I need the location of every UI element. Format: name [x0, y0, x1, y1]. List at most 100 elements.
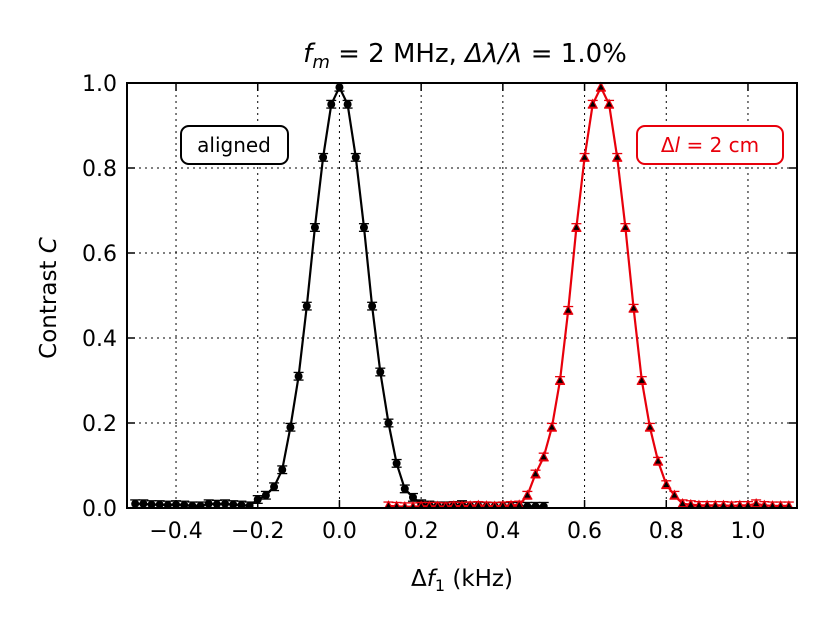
data-point: [270, 482, 279, 491]
data-point: [417, 500, 426, 508]
data-point: [286, 423, 295, 432]
x-axis-label-f: f: [427, 566, 438, 592]
data-point: [595, 81, 606, 91]
data-point: [653, 455, 664, 465]
data-point: [401, 500, 409, 508]
data-point: [743, 499, 753, 508]
data-point: [523, 502, 532, 508]
data-point: [409, 500, 417, 508]
x-tick-label: −0.4: [149, 519, 202, 544]
data-point: [376, 368, 385, 376]
x-tick-label: 0.6: [567, 519, 602, 544]
title-fm-subscript: m: [312, 52, 330, 73]
plot-frame: [126, 82, 798, 509]
data-point: [302, 302, 311, 311]
x-axis-label-sub: 1: [435, 576, 445, 595]
data-point: [465, 500, 475, 508]
chart-title: fm = 2 MHz, Δλ/λ = 1.0%: [303, 39, 627, 73]
title-ratio-value: = 1.0%: [522, 39, 626, 69]
data-point: [612, 151, 623, 161]
legend-aligned-label: aligned: [197, 133, 271, 157]
legend-offset-box: [636, 125, 784, 165]
x-axis-label-unit: (kHz): [445, 566, 513, 592]
y-axis-label: Contrast C: [36, 237, 62, 359]
legend-offset-l: l: [675, 133, 681, 157]
data-point: [751, 497, 762, 508]
data-point: [327, 100, 336, 109]
data-point: [278, 465, 287, 474]
y-tick-label: 0.6: [82, 242, 117, 267]
data-point: [155, 500, 164, 508]
x-axis-label-delta: Δ: [411, 566, 427, 592]
data-point: [384, 419, 393, 427]
data-point: [522, 489, 533, 499]
y-tick-label: 1.0: [82, 72, 117, 97]
data-point: [221, 499, 230, 508]
data-point: [351, 153, 360, 162]
data-point: [196, 501, 205, 508]
x-tick-label: 0.4: [485, 519, 520, 544]
data-point: [343, 100, 352, 109]
data-point: [539, 502, 548, 508]
x-tick-label: −0.2: [231, 519, 284, 544]
data-point: [768, 500, 777, 508]
data-point: [563, 304, 574, 314]
data-point: [131, 499, 140, 508]
data-point: [506, 499, 516, 508]
data-point: [335, 83, 344, 92]
x-tick-label: 0.2: [404, 519, 439, 544]
data-point: [392, 500, 401, 508]
title-fm-value: = 2 MHz,: [330, 39, 465, 69]
data-point: [310, 223, 319, 232]
data-point: [359, 223, 368, 232]
data-point: [579, 151, 590, 161]
y-axis-label-text: Contrast: [36, 253, 62, 359]
data-series: [130, 81, 794, 508]
x-tick-label: 0.8: [649, 519, 684, 544]
data-point: [163, 501, 172, 508]
data-point: [188, 501, 197, 508]
data-point: [449, 500, 459, 508]
data-point: [139, 499, 148, 508]
data-point: [759, 499, 769, 508]
data-point: [204, 499, 213, 508]
y-tick-label: 0.2: [82, 412, 117, 437]
data-point: [727, 500, 736, 508]
data-point: [661, 478, 672, 489]
data-point: [628, 302, 639, 312]
data-point: [180, 501, 189, 508]
legend-offset: Δl = 2 cm: [636, 125, 784, 165]
y-axis-label-symbol: C: [36, 237, 62, 253]
data-point: [587, 98, 598, 108]
x-tick-label: 0.0: [322, 519, 357, 544]
data-point: [253, 495, 262, 504]
data-point: [571, 221, 582, 232]
data-point: [482, 500, 491, 508]
data-point: [473, 499, 483, 508]
data-point: [261, 491, 270, 500]
x-axis-label: Δf1 (kHz): [411, 566, 513, 595]
data-point: [719, 499, 728, 508]
title-ratio: Δλ/λ: [463, 39, 522, 69]
y-tick-label: 0.0: [82, 497, 117, 522]
data-point: [538, 451, 549, 461]
data-point: [245, 501, 254, 508]
data-point: [294, 372, 303, 381]
y-tick-label: 0.8: [82, 157, 117, 182]
y-tick-label: 0.4: [82, 327, 117, 352]
data-point: [408, 493, 417, 502]
data-point: [531, 502, 540, 508]
data-point: [677, 497, 688, 508]
data-point: [441, 500, 450, 508]
data-point: [392, 459, 401, 468]
data-point: [229, 500, 238, 508]
data-point: [555, 374, 566, 385]
data-point: [636, 374, 647, 385]
data-point: [604, 98, 615, 108]
data-point: [702, 499, 712, 508]
legend-aligned: aligned: [180, 125, 289, 165]
data-point: [147, 500, 156, 508]
data-point: [490, 500, 499, 508]
data-point: [620, 221, 631, 232]
data-point: [776, 500, 785, 508]
